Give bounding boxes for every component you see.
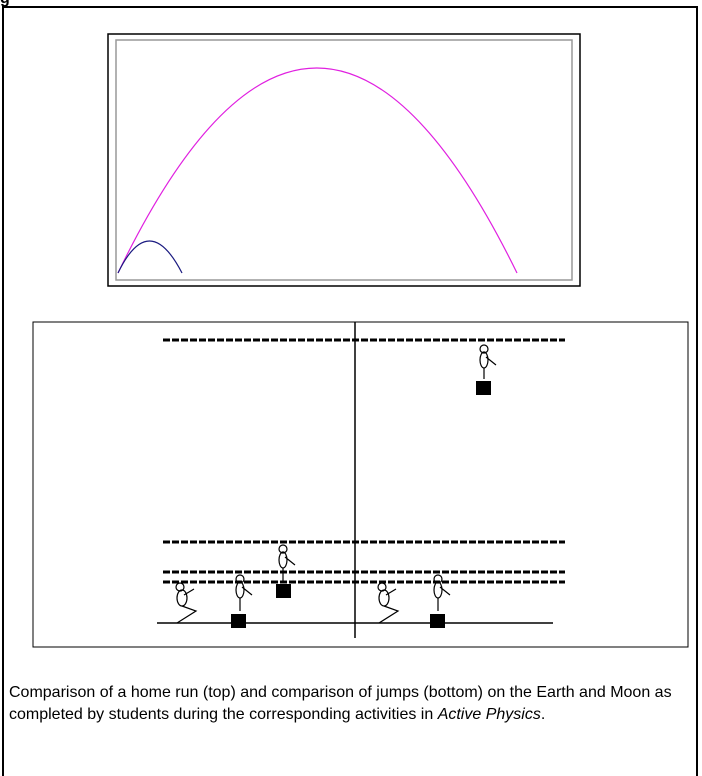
figure-title: g	[0, 0, 10, 8]
caption: Comparison of a home run (top) and compa…	[9, 682, 694, 726]
caption-emphasis: Active Physics	[437, 706, 541, 723]
figure-frame	[2, 6, 698, 776]
weights	[231, 381, 491, 628]
bottom-frame	[32, 321, 689, 648]
top-frame	[107, 33, 581, 287]
caption-end: .	[540, 706, 546, 723]
moon-trajectory	[117, 67, 518, 274]
figure-art	[32, 33, 689, 648]
top-inner-frame	[115, 39, 573, 281]
earth-trajectory	[117, 240, 183, 274]
jumpers	[175, 344, 497, 624]
caption-text: Comparison of a home run (top) and compa…	[9, 684, 672, 723]
height-marks	[163, 338, 565, 584]
